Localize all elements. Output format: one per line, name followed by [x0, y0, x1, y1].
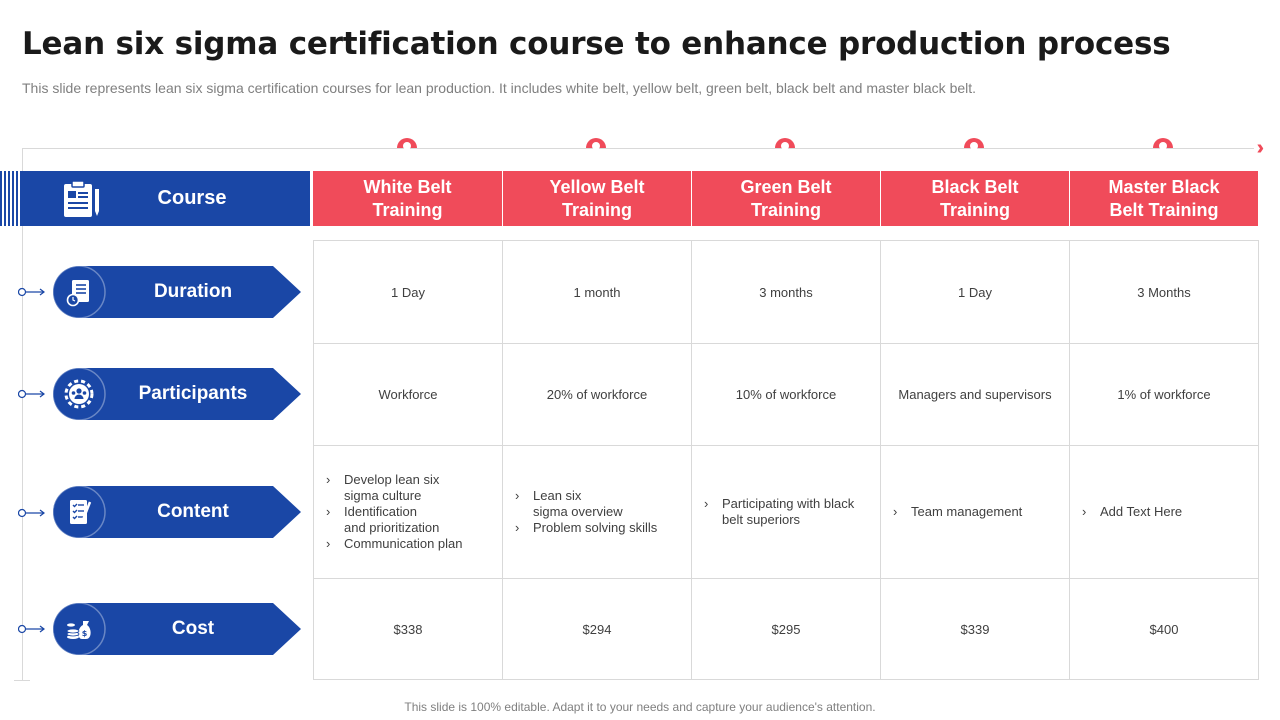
table-cell: 1% of workforce [1070, 344, 1258, 446]
row-label-text: Duration [153, 281, 233, 302]
bullet-text: Develop lean six [344, 472, 440, 487]
team-gear-icon [64, 379, 94, 409]
bullet-text: Communication plan [344, 536, 463, 551]
table-cell: $400 [1149, 621, 1179, 637]
column-header-yellow-belt: Yellow Belt Training [503, 171, 692, 226]
connector-arrow [18, 389, 45, 399]
bullet-text: Lean six [533, 488, 582, 503]
bullet-item: Problem solving skills [515, 520, 691, 536]
table-cell: $295 [692, 579, 881, 679]
left-connector-end [14, 680, 30, 681]
bullet-text: sigma culture [344, 488, 422, 503]
bullet-text: Problem solving skills [533, 520, 658, 535]
bullet-item: Communication plan [326, 536, 502, 552]
row-label-content: Content [53, 486, 301, 538]
connector-arrow [18, 624, 45, 634]
bullet-text: sigma overview [533, 504, 623, 519]
row-label-cost: $ Cost [53, 603, 301, 655]
column-header-line: Master Black [1108, 176, 1220, 197]
column-header-master-black-belt: Master Black Belt Training [1070, 171, 1258, 226]
row-label-text: Content [157, 501, 229, 522]
column-header-white-belt: White Belt Training [313, 171, 503, 226]
row-label-text: Participants [138, 383, 248, 404]
svg-text:$: $ [82, 629, 88, 638]
timeline-marker [1153, 138, 1173, 150]
column-header-line: White Belt [363, 176, 452, 197]
bullet-list: Team management [881, 504, 1069, 520]
column-header-line: Yellow Belt [549, 176, 645, 197]
column-header-black-belt: Black Belt Training [881, 171, 1070, 226]
course-table: 1 Day 1 month 3 months 1 Day 3 Months Wo… [313, 240, 1259, 680]
table-cell: $294 [503, 579, 692, 679]
table-cell: Workforce [314, 344, 503, 446]
column-header-line: Training [561, 199, 632, 220]
row-label-shape [53, 603, 301, 655]
table-cell: 1 Day [881, 241, 1070, 344]
connector-arrow [18, 287, 45, 297]
table-cell: $338 [314, 579, 503, 679]
row-label-text: Cost [171, 618, 215, 639]
row-label-shape [53, 368, 301, 420]
timeline-marker [775, 138, 795, 150]
footer-note: This slide is 100% editable. Adapt it to… [404, 700, 876, 714]
column-header-green-belt: Green Belt Training [692, 171, 881, 226]
double-chevron-right-icon: ›› [1256, 137, 1266, 159]
column-header-line: Training [372, 199, 443, 220]
column-header-line: Training [939, 199, 1010, 220]
timeline-line [22, 148, 1254, 149]
table-cell: $339 [881, 579, 1070, 679]
page-title: Lean six sigma certification course to e… [22, 26, 1171, 62]
table-cell-content: Team management [881, 446, 1070, 579]
table-cell-content: Add Text Here [1070, 446, 1258, 579]
checklist-pen-icon [70, 500, 92, 524]
connector-arrow [18, 508, 45, 518]
table-cell: 1 Day [314, 241, 503, 344]
bullet-item: Add Text Here [1082, 504, 1258, 520]
course-label: Course [157, 187, 227, 209]
document-clock-icon [66, 280, 89, 307]
clipboard-pen-icon [64, 180, 99, 217]
column-header-line: Black Belt [931, 176, 1019, 197]
bullet-text: Team management [911, 504, 1023, 519]
table-cell: 10% of workforce [692, 344, 881, 446]
page-subtitle: This slide represents lean six sigma cer… [22, 80, 977, 96]
timeline-marker [964, 138, 984, 150]
row-label-duration: Duration [53, 266, 301, 318]
course-header: Course [22, 171, 310, 226]
header-stripes [0, 171, 22, 226]
bullet-text: and prioritization [344, 520, 440, 535]
bullet-list: Add Text Here [1070, 504, 1258, 520]
bullet-text: Identification [344, 504, 417, 519]
bullet-text: belt superiors [722, 512, 801, 527]
table-cell: 20% of workforce [503, 344, 692, 446]
money-bag-coins-icon: $ [66, 621, 91, 639]
column-header-line: Training [750, 199, 821, 220]
bullet-text: Participating with black [722, 496, 855, 511]
table-cell: 1 month [503, 241, 692, 344]
timeline-marker [586, 138, 606, 150]
column-header-line: Green Belt [740, 176, 832, 197]
bullet-item: Team management [893, 504, 1069, 520]
bullet-text: Add Text Here [1100, 504, 1183, 519]
column-header-line: Belt Training [1109, 199, 1219, 220]
timeline-marker [397, 138, 417, 150]
table-cell: Managers and supervisors [881, 344, 1070, 446]
table-cell: 3 Months [1070, 241, 1258, 344]
left-connector-line [22, 148, 23, 680]
table-cell: 3 months [692, 241, 881, 344]
row-label-participants: Participants [53, 368, 301, 420]
